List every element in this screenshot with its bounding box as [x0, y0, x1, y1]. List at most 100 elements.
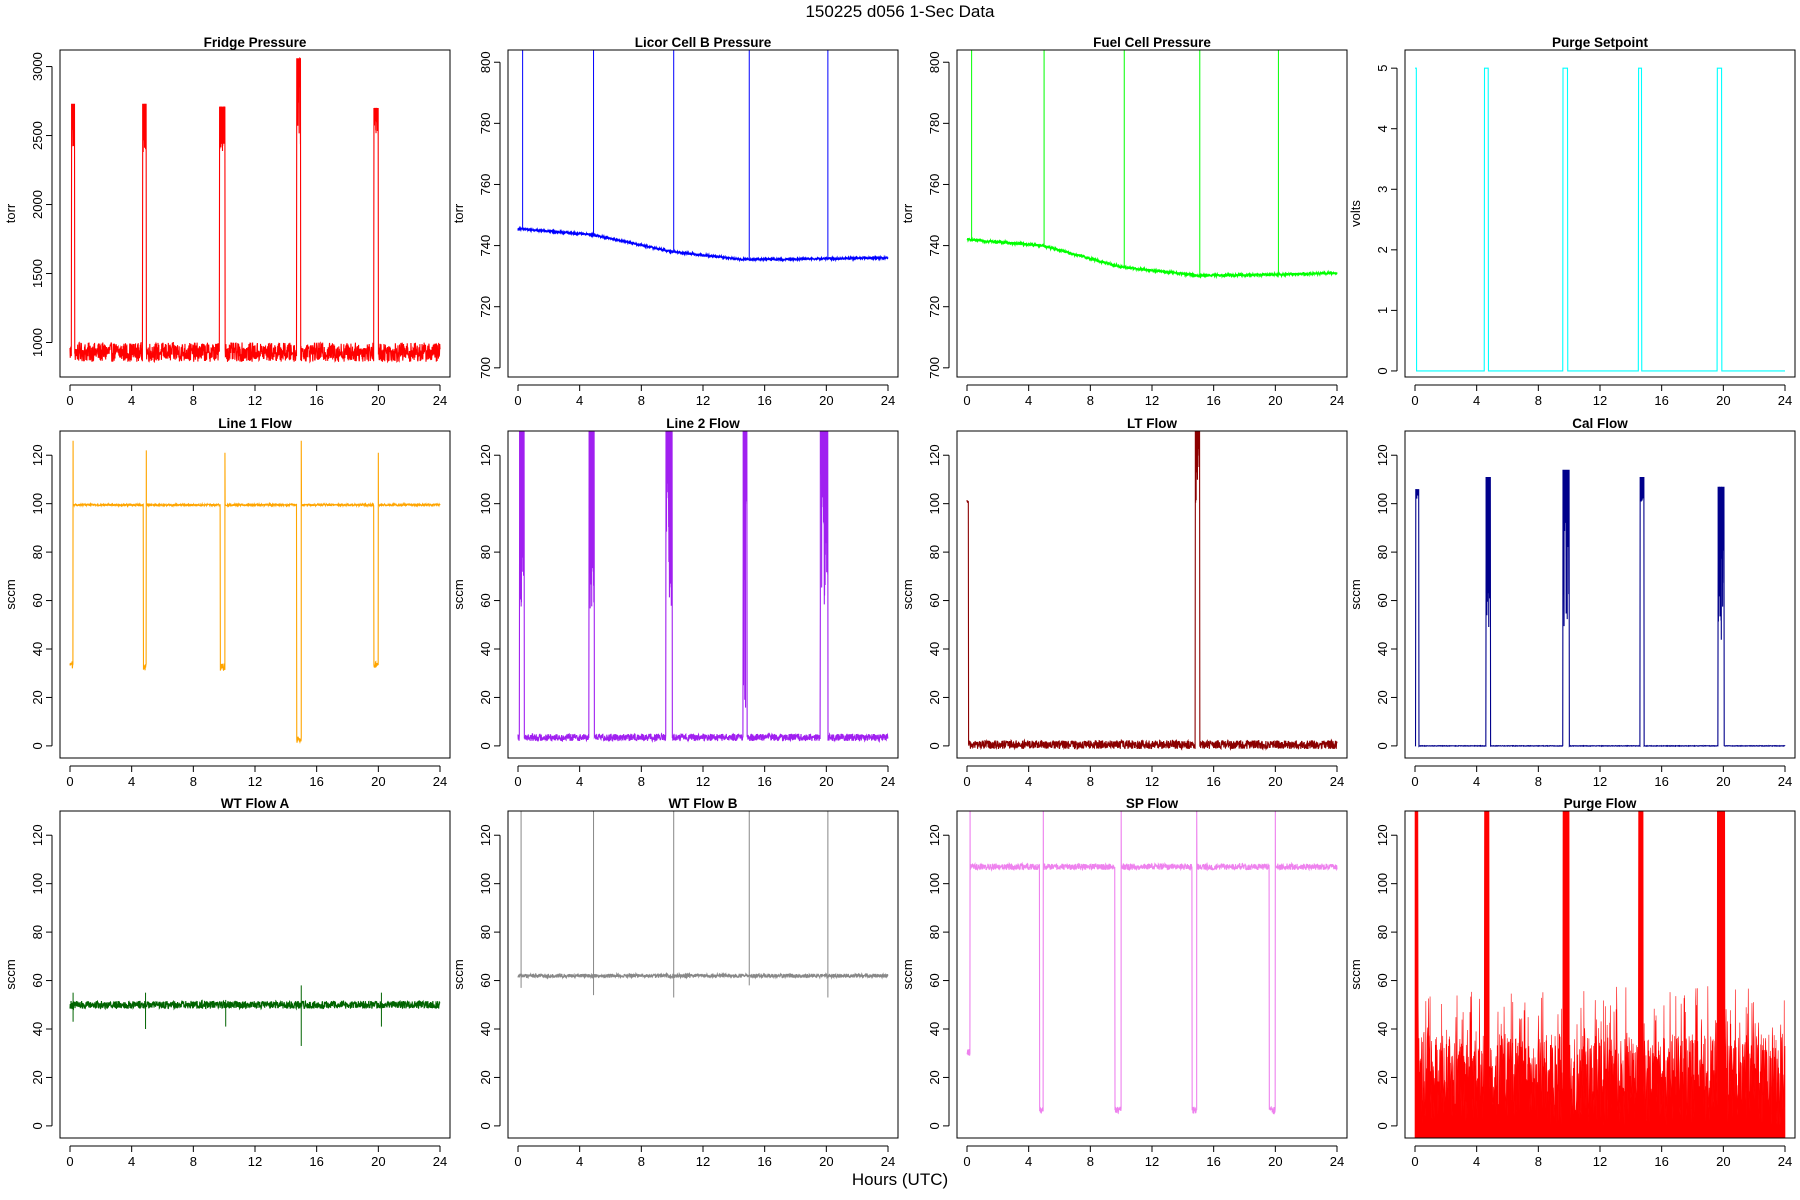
y-tick-label: 100: [1375, 493, 1390, 515]
x-tick-label: 12: [1145, 774, 1159, 789]
y-axis-label: sccm: [900, 579, 915, 609]
plot-frame: [956, 430, 1348, 759]
x-tick-label: 12: [248, 1154, 262, 1169]
panel-title: WT Flow B: [669, 796, 738, 811]
x-tick-label: 16: [757, 393, 771, 408]
x-tick-label: 4: [1473, 774, 1480, 789]
panel-title: WT Flow A: [221, 796, 290, 811]
plot-frame: [507, 430, 899, 759]
y-tick-label: 4: [1375, 125, 1390, 132]
x-tick-label: 4: [1473, 393, 1480, 408]
x-tick-label: 8: [1535, 393, 1542, 408]
y-tick-label: 700: [927, 357, 942, 379]
chart-svg: Line 2 Flow 0 4 8 12 16 20 24 0 20 40 60 80 100 120 scc…: [451, 416, 899, 789]
x-tick-label: 24: [1330, 393, 1344, 408]
x-tick-label: 8: [1535, 774, 1542, 789]
y-tick-label: 120: [927, 824, 942, 846]
y-axis-label: volts: [1348, 200, 1363, 227]
x-tick-label: 8: [1535, 1154, 1542, 1169]
x-tick-label: 24: [1778, 393, 1792, 408]
series-line: [69, 999, 441, 1011]
x-tick-label: 24: [433, 774, 447, 789]
x-tick-label: 0: [66, 393, 73, 408]
chart-panel: Licor Cell B Pressure 0 4 8 12 16 20 24 700 720 74…: [448, 0, 899, 408]
plot-frame: [956, 810, 1348, 1139]
x-tick-label: 12: [696, 1154, 710, 1169]
y-tick-label: 0: [927, 1122, 942, 1129]
chart-panel: Cal Flow 0 4 8 12 16 20 24 0 20 40 60 80 100 120 sccm: [1345, 381, 1796, 789]
chart-svg: Licor Cell B Pressure 0 4 8 12 16 20 24 700 720 74…: [451, 35, 899, 408]
y-tick-label: 20: [478, 1070, 493, 1084]
y-tick-label: 80: [927, 925, 942, 939]
panel-title: LT Flow: [1127, 416, 1177, 431]
y-axis-label: sccm: [1348, 579, 1363, 609]
x-tick-label: 0: [66, 1154, 73, 1169]
y-tick-label: 60: [927, 973, 942, 987]
y-tick-label: 100: [927, 873, 942, 895]
y-axis-label: sccm: [3, 959, 18, 989]
y-tick-label: 40: [1375, 642, 1390, 656]
y-tick-label: 740: [478, 235, 493, 257]
x-tick-label: 0: [514, 1154, 521, 1169]
x-tick-label: 24: [433, 1154, 447, 1169]
y-tick-label: 3000: [30, 52, 45, 81]
y-axis-label: torr: [451, 203, 466, 223]
x-tick-label: 24: [881, 1154, 895, 1169]
x-tick-label: 4: [1025, 393, 1032, 408]
y-tick-label: 120: [1375, 444, 1390, 466]
chart-panel: Purge Flow 0 4 8 12 16 20 24 0 20 40 60 80 100 120 sccm: [1345, 761, 1796, 1169]
x-tick-label: 16: [1654, 774, 1668, 789]
x-tick-label: 12: [1145, 1154, 1159, 1169]
chart-panel: WT Flow B 0 4 8 12 16 20 24 0 20 40 60 80 100 120 sccm: [448, 761, 899, 1169]
panel-title: Fuel Cell Pressure: [1093, 35, 1211, 50]
y-tick-label: 2: [1375, 246, 1390, 253]
panel-title: Line 1 Flow: [218, 416, 292, 431]
y-tick-label: 60: [478, 973, 493, 987]
y-tick-label: 80: [478, 545, 493, 559]
y-axis-label: sccm: [900, 959, 915, 989]
chart-svg: Purge Flow 0 4 8 12 16 20 24 0 20 40 60 80 100 120 sccm: [1348, 796, 1796, 1169]
series-line: [69, 440, 441, 744]
plot-frame: [1404, 430, 1796, 759]
x-tick-label: 20: [1268, 393, 1282, 408]
panel-title: Purge Setpoint: [1552, 35, 1649, 50]
panel-title: Licor Cell B Pressure: [635, 35, 772, 50]
y-axis-label: sccm: [3, 579, 18, 609]
plot-frame: [1404, 49, 1796, 378]
x-tick-label: 12: [1593, 1154, 1607, 1169]
x-tick-label: 4: [576, 1154, 583, 1169]
x-tick-label: 4: [128, 774, 135, 789]
y-tick-label: 40: [927, 1022, 942, 1036]
x-tick-label: 20: [1716, 1154, 1730, 1169]
x-tick-label: 24: [433, 393, 447, 408]
x-tick-label: 0: [514, 774, 521, 789]
x-tick-label: 4: [576, 774, 583, 789]
plot-frame: [59, 810, 451, 1139]
y-tick-label: 100: [478, 493, 493, 515]
y-axis-label: sccm: [451, 959, 466, 989]
y-tick-label: 20: [927, 1070, 942, 1084]
series-line: [69, 56, 441, 364]
x-tick-label: 24: [1778, 1154, 1792, 1169]
x-tick-label: 20: [819, 1154, 833, 1169]
y-tick-label: 40: [30, 1022, 45, 1036]
plot-frame: [59, 49, 451, 378]
chart-panel: Line 2 Flow 0 4 8 12 16 20 24 0 20 40 60 80 100 120 scc…: [448, 381, 899, 789]
chart-panel: Fuel Cell Pressure 0 4 8 12 16 20 24 700 720 740 76…: [897, 0, 1348, 408]
panel-title: Cal Flow: [1572, 416, 1628, 431]
chart-panel: SP Flow 0 4 8 12 16 20 24 0 20 40 60 80 100 120 sccm: [897, 761, 1348, 1169]
panel-title: Purge Flow: [1564, 796, 1637, 811]
x-tick-label: 0: [963, 1154, 970, 1169]
x-tick-label: 8: [190, 1154, 197, 1169]
x-tick-label: 0: [1411, 1154, 1418, 1169]
y-tick-label: 780: [478, 112, 493, 134]
y-tick-label: 0: [30, 742, 45, 749]
x-tick-label: 20: [371, 1154, 385, 1169]
x-tick-label: 4: [1025, 774, 1032, 789]
x-tick-label: 8: [190, 393, 197, 408]
x-tick-label: 16: [1654, 1154, 1668, 1169]
y-tick-label: 0: [478, 1122, 493, 1129]
x-tick-label: 20: [371, 774, 385, 789]
y-tick-label: 80: [927, 545, 942, 559]
